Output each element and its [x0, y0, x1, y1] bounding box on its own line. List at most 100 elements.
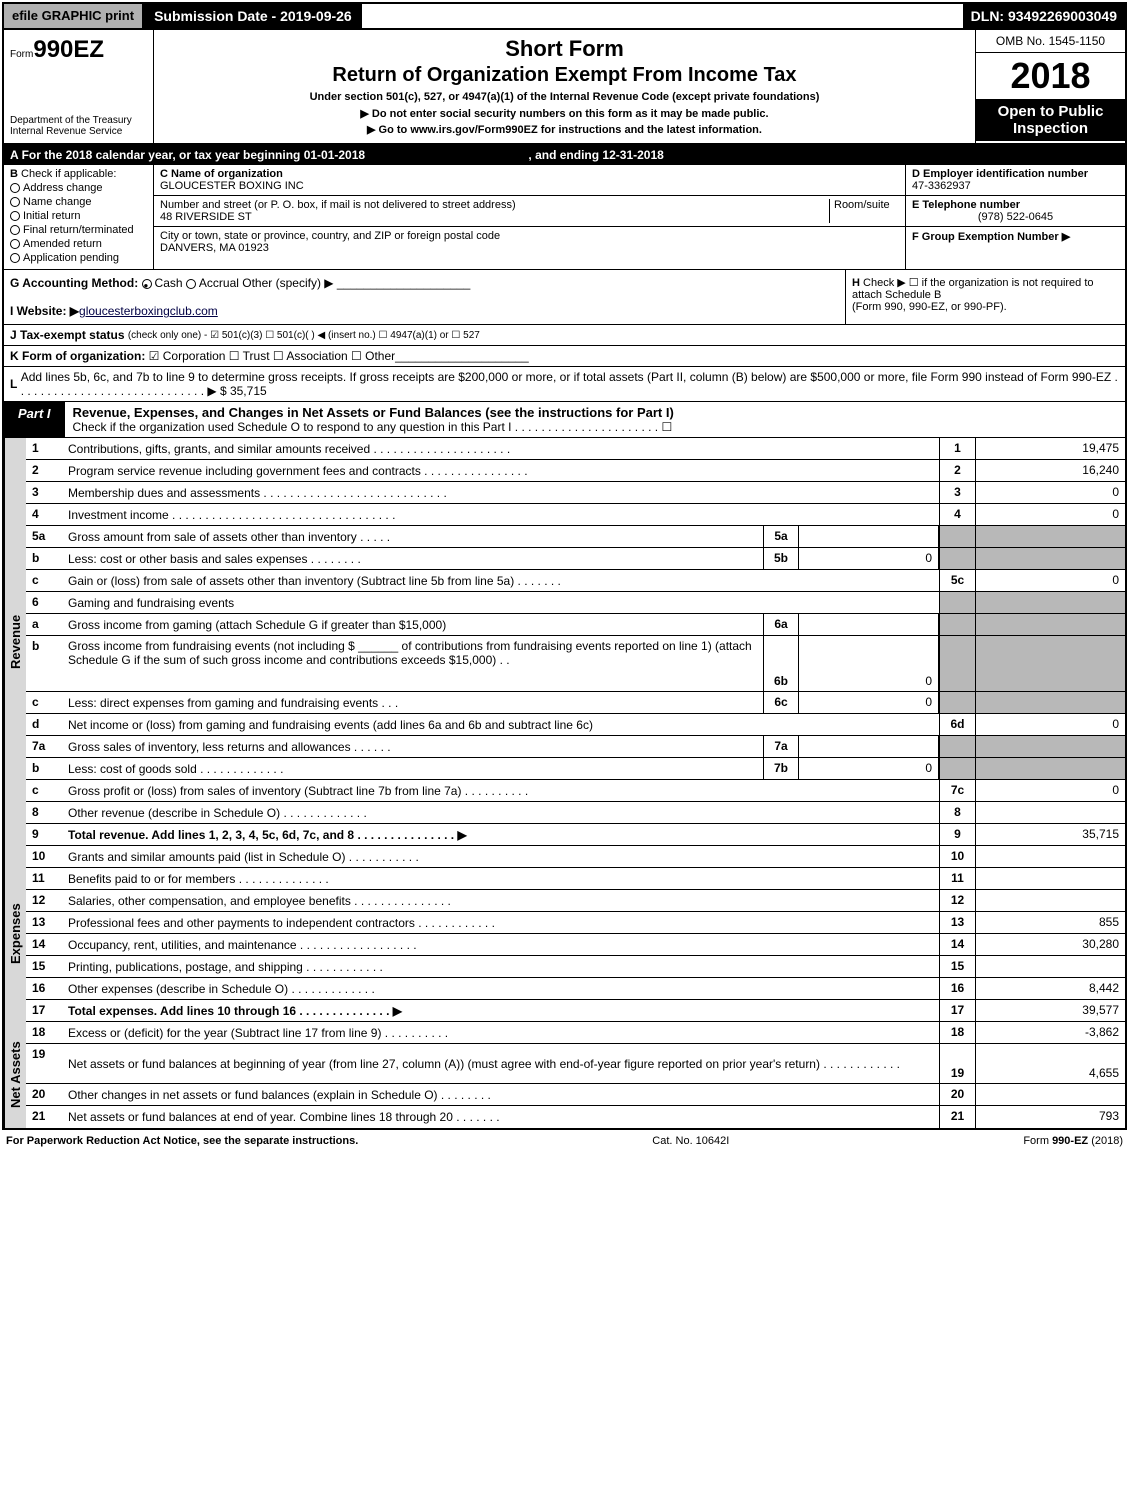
chk-label-amended: Amended return: [23, 238, 102, 250]
line-11: 11Benefits paid to or for members . . . …: [26, 868, 1125, 890]
chk-accrual[interactable]: [186, 279, 196, 289]
dln-label: DLN: 93492269003049: [963, 4, 1125, 28]
l21-val: 793: [975, 1106, 1125, 1128]
efile-print-button[interactable]: efile GRAPHIC print: [4, 4, 144, 28]
l16-num: 16: [26, 978, 64, 999]
l7a-grey1: [939, 736, 975, 757]
l7c-num: c: [26, 780, 64, 801]
l8-col: 8: [939, 802, 975, 823]
street-value: 48 RIVERSIDE ST: [160, 211, 252, 223]
chk-initial-return[interactable]: Initial return: [10, 210, 147, 222]
l7a-grey2: [975, 736, 1125, 757]
expenses-section: Expenses 10Grants and similar amounts pa…: [4, 846, 1125, 1022]
j-options: (check only one) - ☑ 501(c)(3) ☐ 501(c)(…: [128, 330, 480, 341]
l9-desc-b: Total revenue. Add lines 1, 2, 3, 4, 5c,…: [68, 828, 467, 842]
line-6: 6Gaming and fundraising events: [26, 592, 1125, 614]
l13-desc: Professional fees and other payments to …: [64, 912, 939, 933]
l15-desc: Printing, publications, postage, and shi…: [64, 956, 939, 977]
street-label: Number and street (or P. O. box, if mail…: [160, 199, 516, 211]
line-13: 13Professional fees and other payments t…: [26, 912, 1125, 934]
line-20: 20Other changes in net assets or fund ba…: [26, 1084, 1125, 1106]
public-inspection-box: Open to Public Inspection: [976, 99, 1125, 141]
l7a-ival: [799, 736, 939, 757]
chk-cash[interactable]: [142, 279, 152, 289]
box-b-prefix: B: [10, 168, 18, 180]
part1-title-box: Revenue, Expenses, and Changes in Net As…: [65, 402, 1125, 437]
k-label: K Form of organization:: [10, 349, 145, 363]
l6b-ival: 0: [799, 636, 939, 691]
l1-desc: Contributions, gifts, grants, and simila…: [64, 438, 939, 459]
l4-desc: Investment income . . . . . . . . . . . …: [64, 504, 939, 525]
org-name: GLOUCESTER BOXING INC: [160, 180, 304, 192]
l8-val: [975, 802, 1125, 823]
l20-desc: Other changes in net assets or fund bala…: [64, 1084, 939, 1105]
l7c-val: 0: [975, 780, 1125, 801]
website-link[interactable]: gloucesterboxingclub.com: [79, 304, 218, 318]
city-label: City or town, state or province, country…: [160, 230, 500, 242]
l9-desc: Total revenue. Add lines 1, 2, 3, 4, 5c,…: [64, 824, 939, 845]
l6-num: 6: [26, 592, 64, 613]
line-1: 1Contributions, gifts, grants, and simil…: [26, 438, 1125, 460]
l15-num: 15: [26, 956, 64, 977]
box-c-org-info: C Name of organization GLOUCESTER BOXING…: [154, 165, 905, 269]
l7b-ival: 0: [799, 758, 939, 779]
instructions-link-line: ▶ Go to www.irs.gov/Form990EZ for instru…: [162, 123, 967, 136]
top-bar: efile GRAPHIC print Submission Date - 20…: [4, 4, 1125, 30]
line-12: 12Salaries, other compensation, and empl…: [26, 890, 1125, 912]
l5a-grey2: [975, 526, 1125, 547]
chk-final-return[interactable]: Final return/terminated: [10, 224, 147, 236]
line-2: 2Program service revenue including gover…: [26, 460, 1125, 482]
footer-left: For Paperwork Reduction Act Notice, see …: [6, 1135, 358, 1147]
l17-col: 17: [939, 1000, 975, 1021]
l1-col: 1: [939, 438, 975, 459]
line-a-ending: , and ending 12-31-2018: [528, 148, 663, 162]
chk-amended-return[interactable]: Amended return: [10, 238, 147, 250]
l6b-desc-wrap: Gross income from fundraising events (no…: [64, 636, 763, 691]
l6a-icol: 6a: [763, 614, 799, 635]
l6b-icol: 6b: [763, 636, 799, 691]
l10-desc: Grants and similar amounts paid (list in…: [64, 846, 939, 867]
l7a-icol: 7a: [763, 736, 799, 757]
l14-num: 14: [26, 934, 64, 955]
city-value: DANVERS, MA 01923: [160, 242, 269, 254]
l5a-ival: [799, 526, 939, 547]
l17-desc: Total expenses. Add lines 10 through 16 …: [64, 1000, 939, 1021]
l6a-num: a: [26, 614, 64, 635]
l19-col: 19: [939, 1044, 975, 1083]
under-section-subtitle: Under section 501(c), 527, or 4947(a)(1)…: [162, 91, 967, 103]
l6d-col: 6d: [939, 714, 975, 735]
chk-application-pending[interactable]: Application pending: [10, 252, 147, 264]
l6c-num: c: [26, 692, 64, 713]
chk-label-name: Name change: [23, 196, 92, 208]
l9-num: 9: [26, 824, 64, 845]
return-title: Return of Organization Exempt From Incom…: [162, 64, 967, 87]
l5b-grey2: [975, 548, 1125, 569]
l5c-col: 5c: [939, 570, 975, 591]
l6b-num: b: [26, 636, 64, 691]
chk-name-change[interactable]: Name change: [10, 196, 147, 208]
l21-col: 21: [939, 1106, 975, 1128]
l4-col: 4: [939, 504, 975, 525]
l7b-desc: Less: cost of goods sold . . . . . . . .…: [64, 758, 763, 779]
line-8: 8Other revenue (describe in Schedule O) …: [26, 802, 1125, 824]
j-label: J Tax-exempt status: [10, 328, 125, 342]
chk-address-change[interactable]: Address change: [10, 182, 147, 194]
l6c-grey2: [975, 692, 1125, 713]
l11-val: [975, 868, 1125, 889]
city-row: City or town, state or province, country…: [154, 227, 905, 257]
l9-val: 35,715: [975, 824, 1125, 845]
l6a-grey2: [975, 614, 1125, 635]
chk-label-final: Final return/terminated: [23, 224, 134, 236]
dept-line1: Department of the Treasury: [10, 115, 147, 126]
line-6b: bGross income from fundraising events (n…: [26, 636, 1125, 692]
telephone-value: (978) 522-0645: [912, 211, 1119, 223]
l17-desc-b: Total expenses. Add lines 10 through 16 …: [68, 1004, 402, 1018]
l15-col: 15: [939, 956, 975, 977]
l16-desc: Other expenses (describe in Schedule O) …: [64, 978, 939, 999]
h-label: H: [852, 277, 860, 289]
expenses-side-label: Expenses: [4, 846, 26, 1022]
l6a-ival: [799, 614, 939, 635]
ssn-warning: ▶ Do not enter social security numbers o…: [162, 107, 967, 120]
l2-col: 2: [939, 460, 975, 481]
e-label: E Telephone number: [912, 199, 1020, 211]
